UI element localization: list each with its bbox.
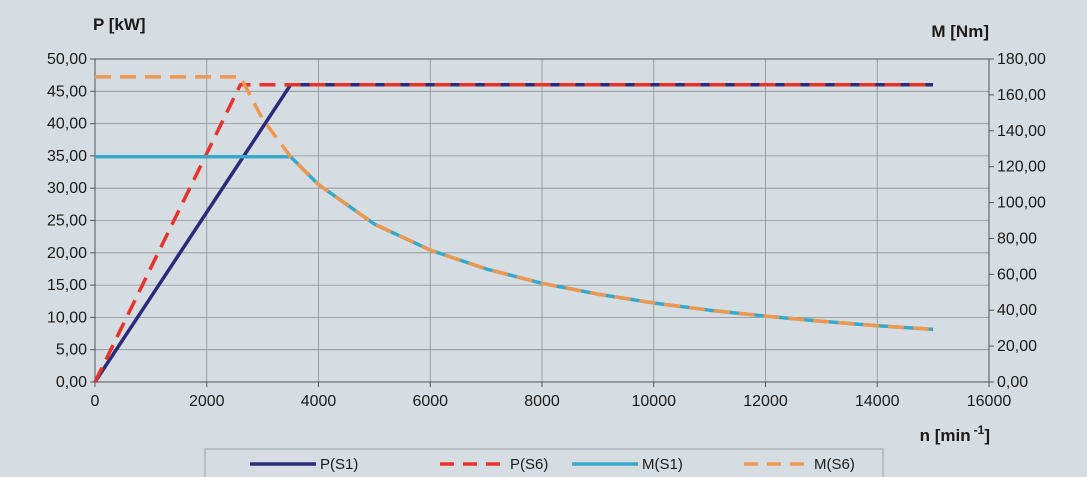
y-left-tick-label: 30,00 bbox=[47, 180, 87, 197]
right-axis-ticks: 0,00 20,00 40,00 60,00 80,00 100,00 120,00 140,… bbox=[989, 51, 1046, 391]
x-tick-label: 10000 bbox=[632, 393, 677, 410]
legend-label-m-s6: M(S6) bbox=[814, 456, 855, 473]
x-tick-label: 6000 bbox=[412, 393, 448, 410]
x-tick-label: 12000 bbox=[743, 393, 788, 410]
x-tick-label: 14000 bbox=[855, 393, 900, 410]
x-axis-ticks: 0 2000 4000 6000 8000 10000 12000 14000 16000 bbox=[91, 382, 1012, 410]
y-right-tick-label: 0,00 bbox=[997, 374, 1028, 391]
legend: P(S1) P(S6) M(S1) M(S6) bbox=[204, 448, 884, 477]
x-tick-label: 0 bbox=[91, 393, 100, 410]
x-axis-title-end: ] bbox=[984, 426, 990, 445]
series-line-m-s1 bbox=[95, 155, 934, 332]
series-line-m-s6 bbox=[95, 75, 934, 332]
x-axis-title-main: n [min bbox=[920, 426, 971, 445]
y-left-tick-label: 45,00 bbox=[47, 83, 87, 100]
series-line-p-s6 bbox=[93, 83, 934, 383]
y-left-tick-label: 35,00 bbox=[47, 148, 87, 165]
y-right-tick-label: 160,00 bbox=[997, 87, 1046, 104]
legend-label-m-s1: M(S1) bbox=[642, 456, 683, 473]
y-left-tick-label: 10,00 bbox=[47, 309, 87, 326]
y-right-tick-label: 140,00 bbox=[997, 123, 1046, 140]
y-right-tick-label: 80,00 bbox=[997, 230, 1037, 247]
series-line-p-s1 bbox=[93, 83, 934, 383]
y-right-tick-label: 60,00 bbox=[997, 266, 1037, 283]
x-tick-label: 16000 bbox=[967, 393, 1012, 410]
x-tick-label: 4000 bbox=[301, 393, 337, 410]
y-left-tick-label: 20,00 bbox=[47, 245, 87, 262]
y-right-tick-label: 100,00 bbox=[997, 195, 1046, 212]
legend-label-p-s6: P(S6) bbox=[510, 456, 548, 473]
y-right-axis-title: M [Nm] bbox=[931, 22, 989, 41]
y-left-tick-label: 40,00 bbox=[47, 116, 87, 133]
series-layer bbox=[93, 75, 934, 383]
x-tick-label: 8000 bbox=[524, 393, 560, 410]
y-left-tick-label: 25,00 bbox=[47, 213, 87, 230]
y-left-tick-label: 15,00 bbox=[47, 277, 87, 294]
x-axis-title-sup: -1 bbox=[974, 423, 985, 437]
y-right-tick-label: 40,00 bbox=[997, 302, 1037, 319]
y-left-tick-label: 5,00 bbox=[56, 342, 87, 359]
x-axis-title: n [min -1] bbox=[920, 423, 990, 445]
y-right-tick-label: 20,00 bbox=[997, 338, 1037, 355]
x-tick-label: 2000 bbox=[189, 393, 225, 410]
y-right-tick-label: 120,00 bbox=[997, 159, 1046, 176]
y-left-axis-title: P [kW] bbox=[93, 15, 146, 34]
legend-label-p-s1: P(S1) bbox=[320, 456, 358, 473]
left-axis-ticks: 0,00 5,00 10,00 15,00 20,00 25,00 30,00 35,00 40… bbox=[47, 51, 95, 391]
y-left-tick-label: 50,00 bbox=[47, 51, 87, 68]
y-left-tick-label: 0,00 bbox=[56, 374, 87, 391]
y-right-tick-label: 180,00 bbox=[997, 51, 1046, 68]
